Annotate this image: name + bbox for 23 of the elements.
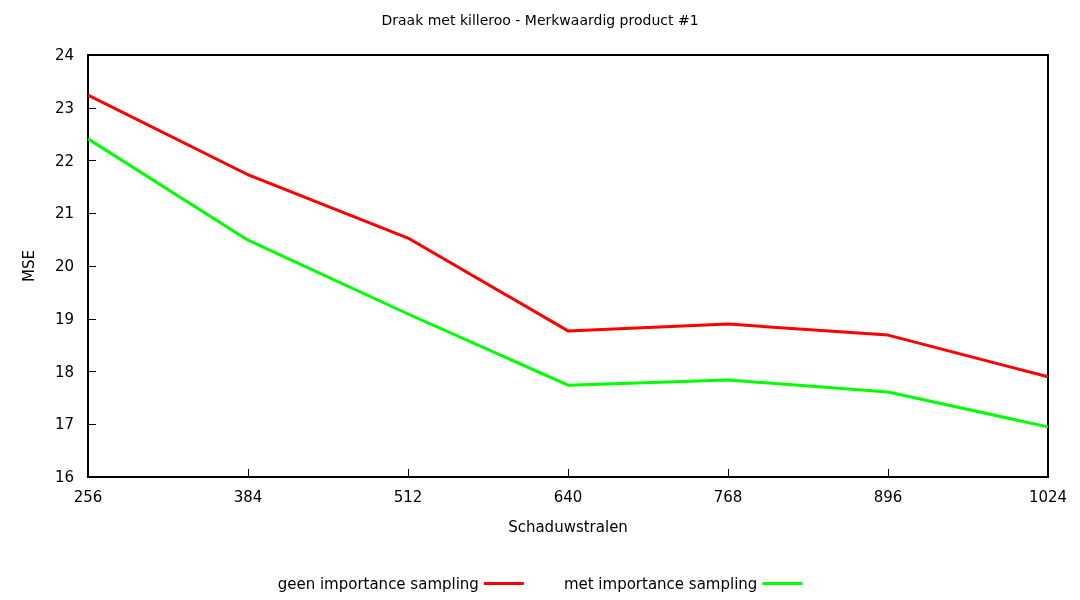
line-series <box>86 137 1050 429</box>
y-tick-label: 23 <box>54 98 74 117</box>
y-axis-title: MSE <box>19 250 38 282</box>
x-tick-label: 384 <box>233 487 263 506</box>
x-tick-label: 640 <box>553 487 583 506</box>
y-tick-label: 24 <box>54 46 74 64</box>
y-tick-label: 18 <box>54 362 74 381</box>
legend-label: met importance sampling <box>563 574 758 593</box>
y-tick-label: 20 <box>54 257 74 275</box>
y-tick-label: 21 <box>54 204 74 223</box>
x-tick-label: 768 <box>713 487 743 506</box>
y-tick-label: 17 <box>54 415 74 434</box>
y-tick-label: 22 <box>54 151 74 170</box>
y-tick-label: 19 <box>54 309 74 328</box>
x-tick-label: 896 <box>873 487 903 506</box>
legend-label: geen importance sampling <box>277 574 479 593</box>
x-tick-label: 1024 <box>1028 487 1068 506</box>
line-series <box>86 93 1050 379</box>
x-tick-label: 256 <box>73 487 103 506</box>
y-tick-label: 16 <box>54 468 74 486</box>
chart-title: Draak met killeroo - Merkwaardig product #1 <box>381 12 699 28</box>
x-axis-title: Schaduwstralen <box>508 517 628 536</box>
x-tick-label: 512 <box>393 487 423 506</box>
